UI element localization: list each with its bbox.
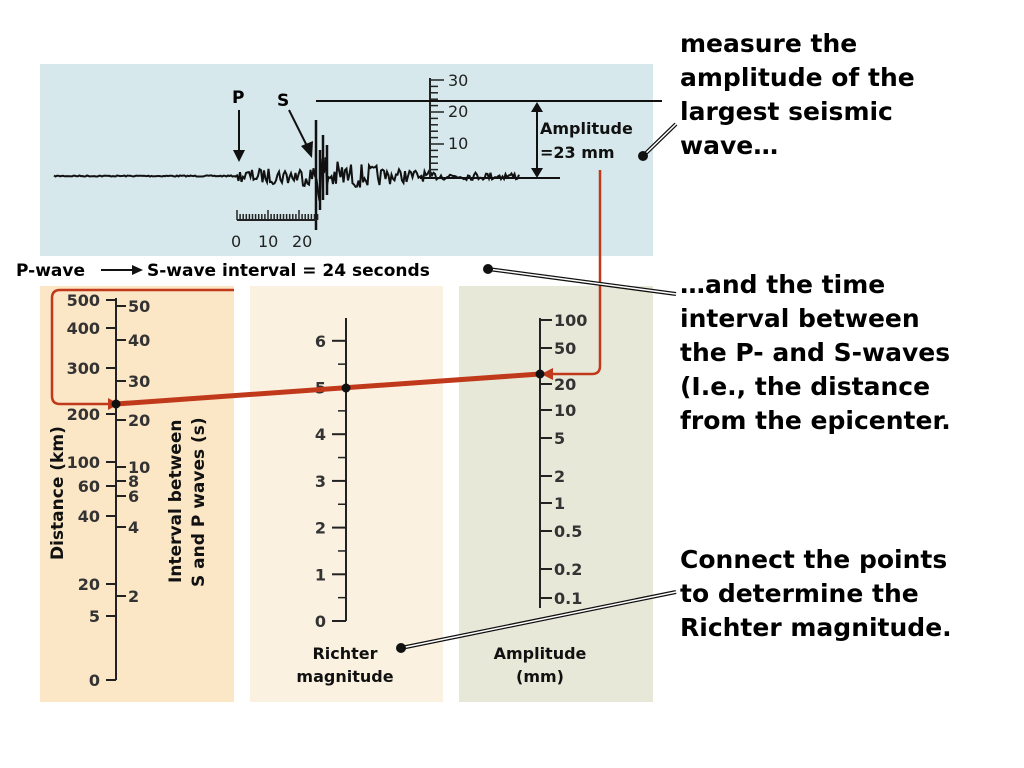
amplitude-tick-label: 100 — [554, 311, 587, 330]
interval-tick-label: 50 — [128, 297, 150, 316]
distance-tick-label: 5 — [89, 607, 100, 626]
distance-tick-label: 100 — [67, 453, 100, 472]
time-scale: 0 10 20 — [231, 210, 319, 251]
connect-line-2: to determine the — [680, 579, 919, 608]
amp-scale-30: 30 — [448, 71, 468, 90]
interval-arrow — [101, 265, 143, 275]
magnitude-tick-label: 0 — [315, 612, 326, 631]
time-0: 0 — [231, 232, 241, 251]
magnitude-point — [341, 383, 351, 393]
time-10: 10 — [258, 232, 278, 251]
amplitude-panel — [459, 286, 653, 702]
time-interval-line-2: interval between — [680, 304, 920, 333]
connect-callout: Connect the points to determine the Rich… — [680, 545, 952, 642]
interval-tick-label: 2 — [128, 587, 139, 606]
amplitude-tick-label: 10 — [554, 401, 576, 420]
measure-pointer — [638, 122, 678, 161]
s-arrow — [288, 109, 313, 158]
amplitude-point — [535, 369, 545, 379]
p-label: P — [232, 88, 244, 108]
time-interval-line-3: the P- and S-waves — [680, 338, 950, 367]
distance-tick-label: 200 — [67, 405, 100, 424]
time-interval-line-1: …and the time — [680, 270, 885, 299]
amplitude-tick-label: 1 — [554, 494, 565, 513]
amplitude-scale: 100 50 20 10 5 2 1 0.5 0.2 0.1 — [539, 311, 587, 608]
measure-line-1: measure the — [680, 29, 857, 58]
distance-tick-label: 60 — [78, 477, 100, 496]
magnitude-label-line2: magnitude — [296, 667, 393, 686]
amplitude-scale-label-line2: (mm) — [516, 667, 564, 686]
amplitude-scale-label-line1: Amplitude — [494, 644, 587, 663]
connect-pointer — [396, 590, 677, 653]
magnitude-tick-label: 3 — [315, 472, 326, 491]
seismogram-panel — [40, 64, 653, 256]
connect-line-3: Richter magnitude. — [680, 613, 952, 642]
p-arrow — [233, 110, 245, 162]
amplitude-tick-label: 20 — [554, 375, 576, 394]
amp-scale-10: 10 — [448, 134, 468, 153]
interval-tick-label: 6 — [128, 487, 139, 506]
magnitude-tick-label: 6 — [315, 332, 326, 351]
interval-tick-label: 30 — [128, 372, 150, 391]
distance-tick-label: 0 — [89, 671, 100, 690]
distance-panel — [40, 286, 234, 702]
distance-tick-label: 400 — [67, 319, 100, 338]
distance-point — [111, 399, 121, 409]
distance-tick-label: 40 — [78, 507, 100, 526]
seismogram-trace — [53, 120, 520, 230]
amplitude-tick-label: 0.5 — [554, 522, 582, 541]
distance-tick-label: 500 — [67, 291, 100, 310]
amp-scale-20: 20 — [448, 102, 468, 121]
interval-text: S-wave interval = 24 seconds — [147, 261, 430, 281]
interval-pointer — [483, 264, 677, 296]
magnitude-label-line1: Richter — [312, 644, 377, 663]
measure-line-4: wave… — [680, 131, 778, 160]
magnitude-line — [115, 371, 541, 407]
measure-line-2: amplitude of the — [680, 63, 915, 92]
amplitude-tick-label: 5 — [554, 429, 565, 448]
amplitude-connector-arrowhead — [541, 368, 553, 380]
distance-axis-label: Distance (km) — [48, 426, 68, 560]
amplitude-tick-label: 50 — [554, 339, 576, 358]
distance-tick-label: 20 — [78, 575, 100, 594]
interval-tick-label: 10 — [128, 458, 150, 477]
amplitude-connector — [545, 170, 602, 376]
seismogram-amplitude-scale: 30 20 10 — [429, 71, 468, 178]
p-wave-label: P-wave — [16, 261, 85, 281]
time-20: 20 — [292, 232, 312, 251]
amplitude-tick-label: 0.2 — [554, 560, 582, 579]
amplitude-label-line2: =23 mm — [540, 143, 615, 162]
time-interval-line-4: (I.e., the distance — [680, 372, 930, 401]
interval-tick-label: 8 — [128, 472, 139, 491]
s-label: S — [277, 91, 289, 111]
interval-tick-label: 40 — [128, 331, 150, 350]
connect-line-1: Connect the points — [680, 545, 947, 574]
time-interval-line-5: from the epicenter. — [680, 406, 951, 435]
interval-axis-label-line1: Interval between — [166, 420, 186, 583]
interval-connector — [50, 288, 234, 406]
interval-tick-label: 4 — [128, 518, 139, 537]
amplitude-tick-label: 2 — [554, 467, 565, 486]
time-interval-callout: …and the time interval between the P- an… — [680, 270, 951, 435]
amplitude-tick-label: 0.1 — [554, 589, 582, 608]
interval-axis-label-line2: S and P waves (s) — [189, 417, 209, 587]
measure-callout: measure the amplitude of the largest sei… — [680, 29, 915, 160]
distance-tick-label: 300 — [67, 359, 100, 378]
amplitude-label-line1: Amplitude — [540, 119, 633, 138]
magnitude-tick-label: 4 — [315, 425, 326, 444]
magnitude-tick-label: 2 — [315, 519, 326, 538]
magnitude-scale: 6543210 — [315, 318, 347, 631]
magnitude-tick-label: 1 — [315, 565, 326, 584]
connector-lines — [50, 170, 602, 410]
amplitude-double-arrow — [531, 102, 543, 178]
measure-line-3: largest seismic — [680, 97, 893, 126]
interval-tick-label: 20 — [128, 411, 150, 430]
